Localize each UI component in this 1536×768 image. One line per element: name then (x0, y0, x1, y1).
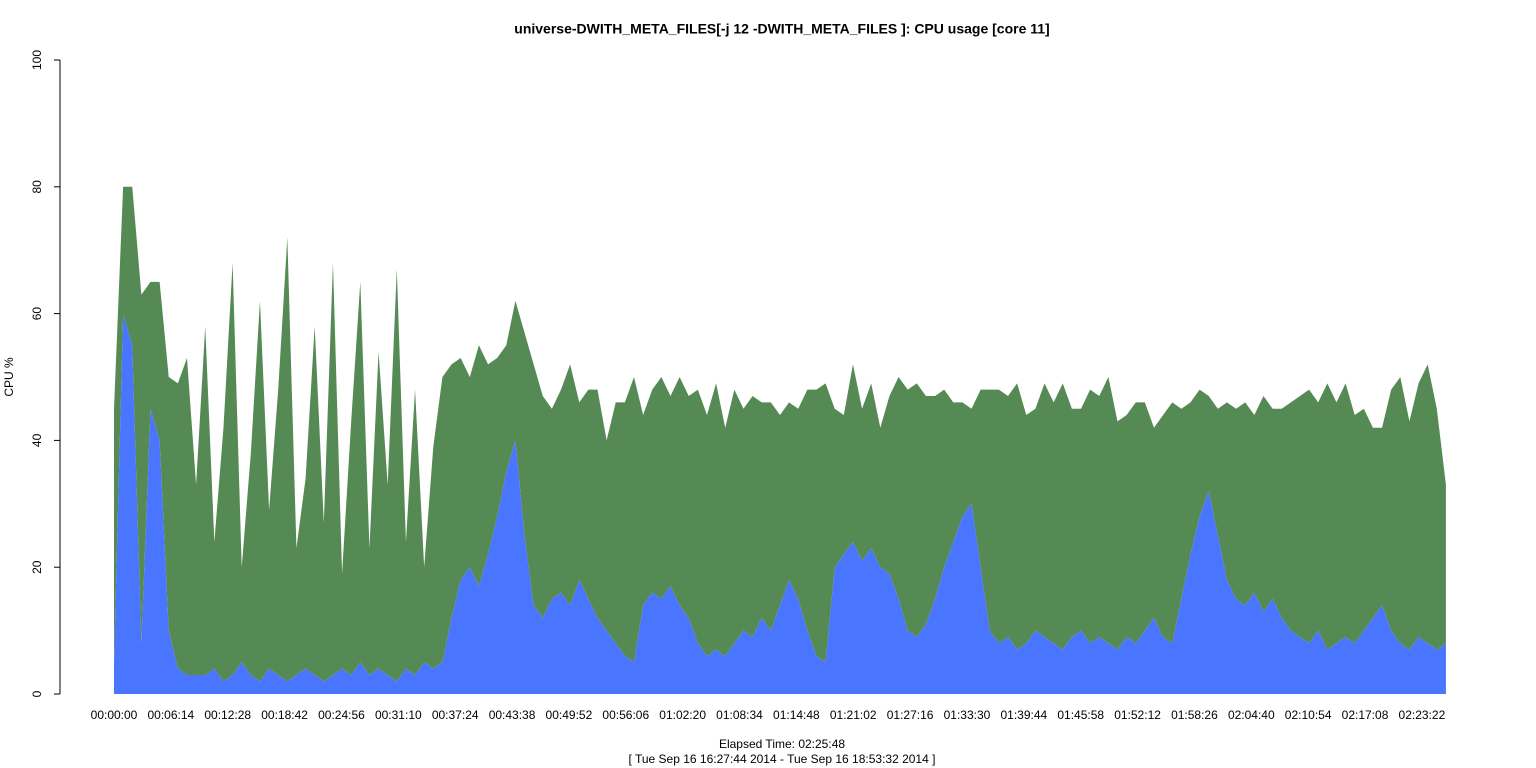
x-tick-label: 00:49:52 (546, 708, 593, 722)
x-tick-label: 00:00:00 (91, 708, 138, 722)
x-tick-label: 01:39:44 (1000, 708, 1047, 722)
area (114, 313, 1446, 694)
y-tick-label: 40 (30, 433, 44, 447)
y-tick-label: 80 (30, 180, 44, 194)
y-tick-label: 60 (30, 307, 44, 321)
x-tick-label: 01:58:26 (1171, 708, 1218, 722)
x-tick-label: 02:10:54 (1285, 708, 1332, 722)
x-tick-label: 00:18:42 (261, 708, 308, 722)
x-tick-label: 01:14:48 (773, 708, 820, 722)
subtitle: [ Tue Sep 16 16:27:44 2014 - Tue Sep 16 … (629, 752, 936, 766)
chart-title: universe-DWITH_META_FILES[-j 12 -DWITH_M… (514, 21, 1049, 37)
x-tick-label: 01:08:34 (716, 708, 763, 722)
y-tick-label: 100 (30, 50, 44, 70)
x-tick-label: 01:21:02 (830, 708, 877, 722)
x-tick-label: 01:27:16 (887, 708, 934, 722)
x-tick-label: 00:43:38 (489, 708, 536, 722)
x-tick-label: 01:45:58 (1057, 708, 1104, 722)
x-axis-label: Elapsed Time: 02:25:48 (719, 737, 845, 751)
x-tick-label: 01:02:20 (659, 708, 706, 722)
y-axis-label: CPU % (2, 357, 16, 397)
x-tick-label: 02:17:08 (1342, 708, 1389, 722)
x-tick-label: 00:31:10 (375, 708, 422, 722)
x-tick-label: 01:33:30 (944, 708, 991, 722)
x-tick-label: 00:06:14 (148, 708, 195, 722)
x-tick-label: 00:12:28 (204, 708, 251, 722)
x-tick-label: 00:37:24 (432, 708, 479, 722)
y-tick-label: 0 (30, 690, 44, 697)
y-tick-label: 20 (30, 560, 44, 574)
x-tick-label: 01:52:12 (1114, 708, 1161, 722)
x-tick-label: 02:04:40 (1228, 708, 1275, 722)
area (114, 186, 1446, 682)
x-tick-label: 00:56:06 (602, 708, 649, 722)
x-tick-label: 00:24:56 (318, 708, 365, 722)
x-tick-label: 02:23:22 (1399, 708, 1446, 722)
